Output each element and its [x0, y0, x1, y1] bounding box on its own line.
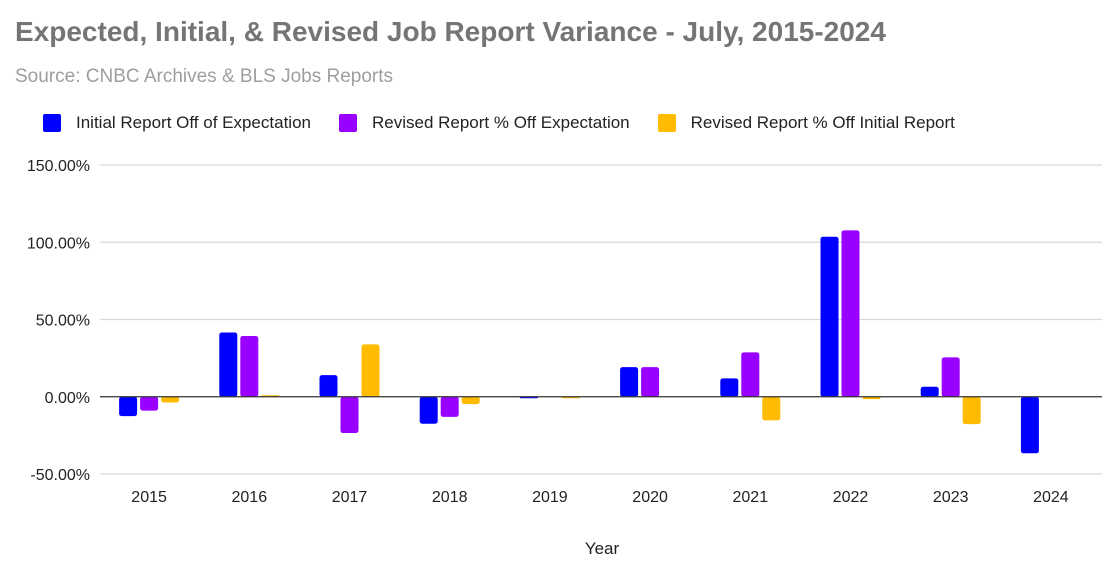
bar-2018-series-0[interactable]	[419, 396, 438, 424]
x-tick-label: 2022	[833, 489, 869, 506]
legend-label-revised-initial: Revised Report % Off Initial Report	[690, 113, 955, 132]
bar-2021-series-2[interactable]	[762, 396, 781, 421]
y-tick-label: 0.00%	[45, 390, 90, 407]
x-tick-label: 2016	[232, 489, 268, 506]
x-tick-label: 2015	[131, 489, 167, 506]
y-tick-label: 150.00%	[27, 158, 90, 175]
bar-2016-series-0[interactable]	[219, 332, 238, 397]
legend-swatch-revised-expectation	[338, 114, 357, 132]
x-tick-label: 2018	[432, 489, 468, 506]
bar-2015-series-0[interactable]	[119, 396, 138, 417]
legend-label-initial: Initial Report Off of Expectation	[76, 113, 311, 132]
bar-2023-series-1[interactable]	[941, 357, 960, 397]
bar-2015-series-2[interactable]	[161, 396, 180, 403]
bar-2020-series-0[interactable]	[620, 367, 639, 397]
legend-item-revised-initial[interactable]: Revised Report % Off Initial Report	[657, 113, 955, 133]
x-axis-title: Year	[585, 539, 620, 558]
legend-item-revised-expectation[interactable]: Revised Report % Off Expectation	[338, 113, 630, 133]
bar-2021-series-0[interactable]	[720, 378, 739, 397]
bar-2022-series-0[interactable]	[820, 236, 839, 397]
x-tick-label: 2017	[332, 489, 368, 506]
x-axis-ticks: 2015 2016 2017 2018 2019 2020 2021 2022 2023 2024	[131, 489, 1068, 506]
bar-2016-series-1[interactable]	[240, 336, 259, 397]
x-tick-label: 2021	[733, 489, 769, 506]
bar-2017-series-2[interactable]	[361, 344, 380, 397]
x-tick-label: 2024	[1033, 489, 1069, 506]
bar-2020-series-1[interactable]	[641, 367, 660, 397]
legend-label-revised-expectation: Revised Report % Off Expectation	[371, 113, 630, 132]
y-tick-label: -50.00%	[30, 467, 90, 484]
y-tick-label: 50.00%	[36, 313, 90, 330]
bar-2022-series-1[interactable]	[841, 230, 860, 397]
legend-swatch-revised-initial	[657, 114, 676, 132]
legend-item-initial[interactable]: Initial Report Off of Expectation	[43, 113, 311, 133]
bar-2017-series-1[interactable]	[340, 396, 359, 434]
x-tick-label: 2023	[933, 489, 969, 506]
bar-2021-series-1[interactable]	[741, 352, 760, 397]
bars	[119, 230, 1039, 454]
chart-title: Expected, Initial, & Revised Job Report …	[15, 16, 886, 47]
bar-2018-series-1[interactable]	[440, 396, 459, 417]
y-tick-label: 100.00%	[27, 235, 90, 252]
x-tick-label: 2019	[532, 489, 568, 506]
bar-2024-series-0[interactable]	[1020, 396, 1039, 454]
bar-2018-series-2[interactable]	[461, 396, 480, 405]
bar-2023-series-0[interactable]	[920, 386, 939, 397]
bar-2017-series-0[interactable]	[319, 375, 338, 397]
legend: Initial Report Off of Expectation Revise…	[43, 113, 983, 133]
bar-2015-series-1[interactable]	[140, 396, 159, 411]
bar-2023-series-2[interactable]	[962, 396, 981, 425]
chart-subtitle: Source: CNBC Archives & BLS Jobs Reports	[15, 66, 394, 87]
y-axis-ticks: 150.00% 100.00% 50.00% 0.00% -50.00%	[27, 158, 90, 484]
x-tick-label: 2020	[632, 489, 668, 506]
gridlines	[100, 164, 1102, 475]
legend-swatch-initial	[43, 114, 61, 132]
